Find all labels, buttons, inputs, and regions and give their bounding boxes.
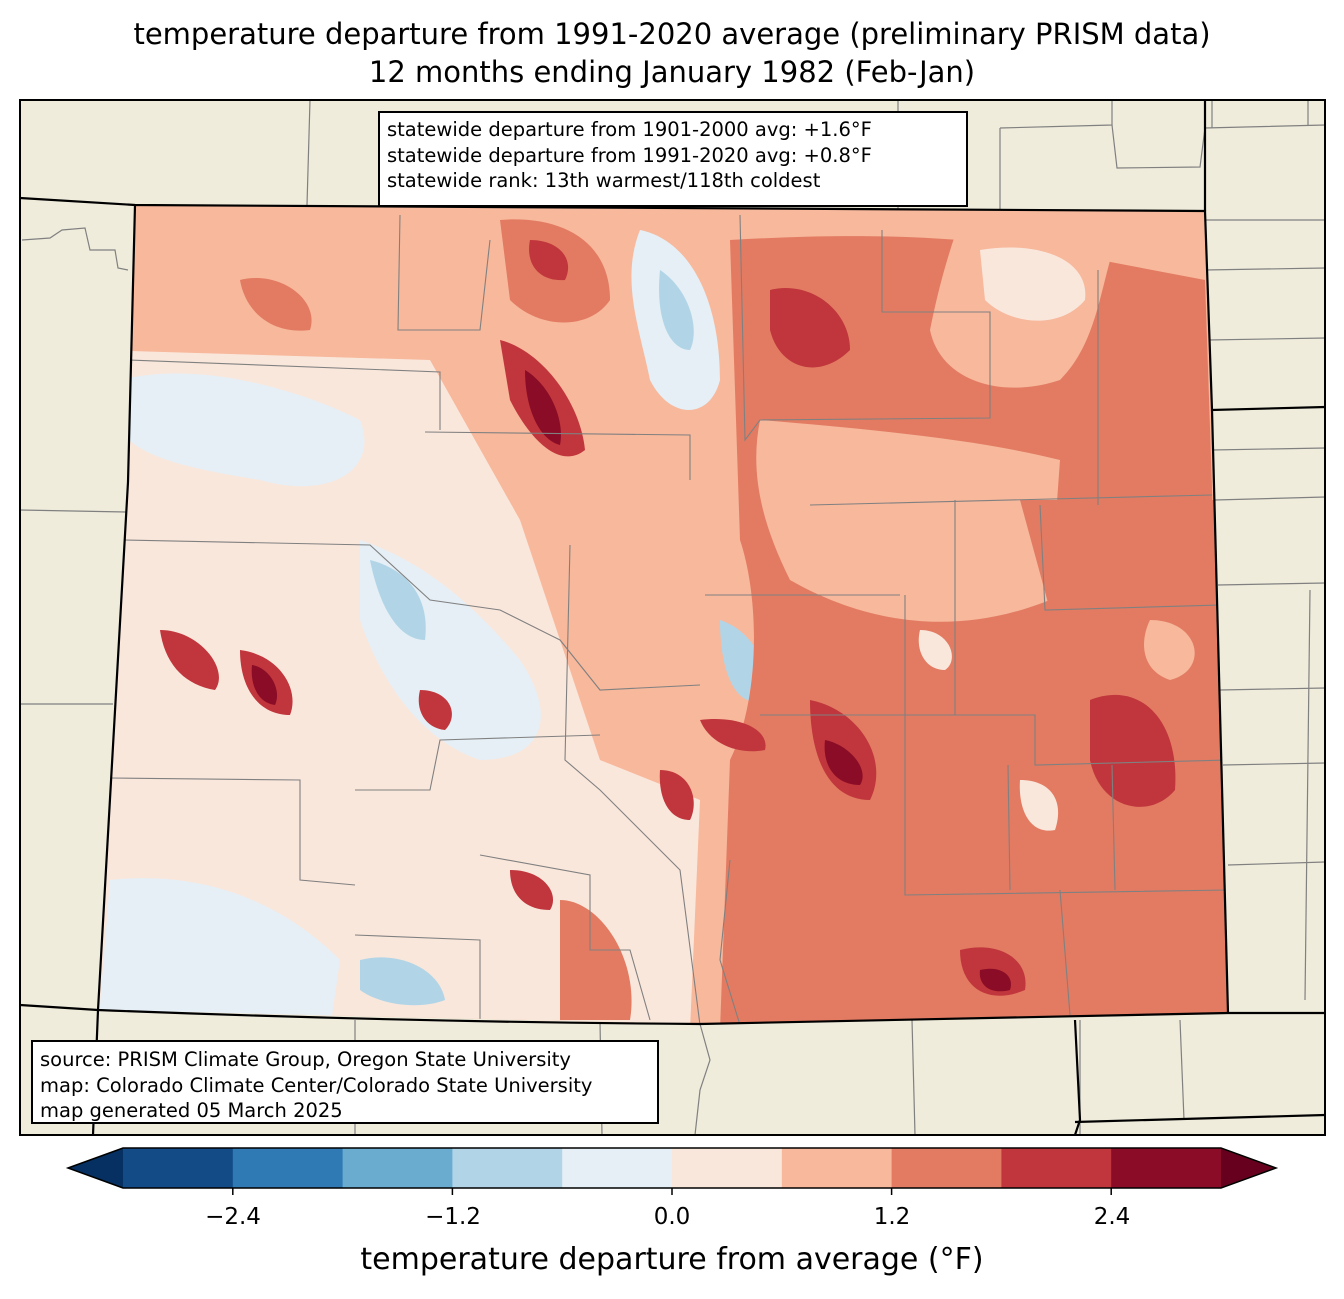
county-boundaries bbox=[109, 214, 1228, 1024]
colorbar-bin bbox=[1001, 1148, 1112, 1188]
map-title-line1: temperature departure from 1991-2020 ave… bbox=[133, 17, 1211, 51]
colorbar-tick-label: 2.4 bbox=[1093, 1204, 1131, 1230]
colorbar-bin bbox=[1111, 1148, 1222, 1188]
stats-departure-1901-2000: statewide departure from 1901-2000 avg: … bbox=[387, 118, 872, 141]
colorbar-bin bbox=[672, 1148, 783, 1188]
colorbar-bin bbox=[891, 1148, 1002, 1188]
credits-box: source: PRISM Climate Group, Oregon Stat… bbox=[31, 1040, 659, 1124]
colorbar-tick-label: 0.0 bbox=[653, 1204, 691, 1230]
colorbar-bin bbox=[123, 1148, 234, 1188]
colorbar-tick-label: −1.2 bbox=[425, 1204, 481, 1230]
colorbar-bin bbox=[452, 1148, 563, 1188]
colorbar-outline bbox=[65, 1147, 1279, 1189]
statewide-stats-box: statewide departure from 1901-2000 avg: … bbox=[378, 111, 968, 207]
colorbar-tick-label: −2.4 bbox=[205, 1204, 261, 1230]
credits-map: map: Colorado Climate Center/Colorado St… bbox=[40, 1073, 593, 1097]
credits-source: source: PRISM Climate Group, Oregon Stat… bbox=[40, 1048, 571, 1071]
stats-departure-1991-2020: statewide departure from 1991-2020 avg: … bbox=[387, 143, 872, 167]
stats-rank: statewide rank: 13th warmest/118th colde… bbox=[387, 169, 821, 192]
map-title-line2: 12 months ending January 1982 (Feb-Jan) bbox=[368, 55, 976, 89]
colorbar-bin bbox=[781, 1148, 893, 1188]
colorbar-bin bbox=[232, 1148, 344, 1188]
colorbar-bin bbox=[562, 1148, 673, 1188]
colorbar-label: temperature departure from average (°F) bbox=[360, 1242, 984, 1277]
colorbar bbox=[65, 1147, 1279, 1195]
colorbar-tick-label: 1.2 bbox=[873, 1204, 911, 1230]
credits-generated: map generated 05 March 2025 bbox=[40, 1099, 343, 1122]
map-frame bbox=[19, 99, 1326, 1136]
colorbar-extend-low bbox=[68, 1148, 123, 1188]
temperature-field bbox=[98, 205, 1228, 1024]
colorbar-extend-high bbox=[1221, 1148, 1276, 1188]
colorbar-bin bbox=[342, 1148, 453, 1188]
